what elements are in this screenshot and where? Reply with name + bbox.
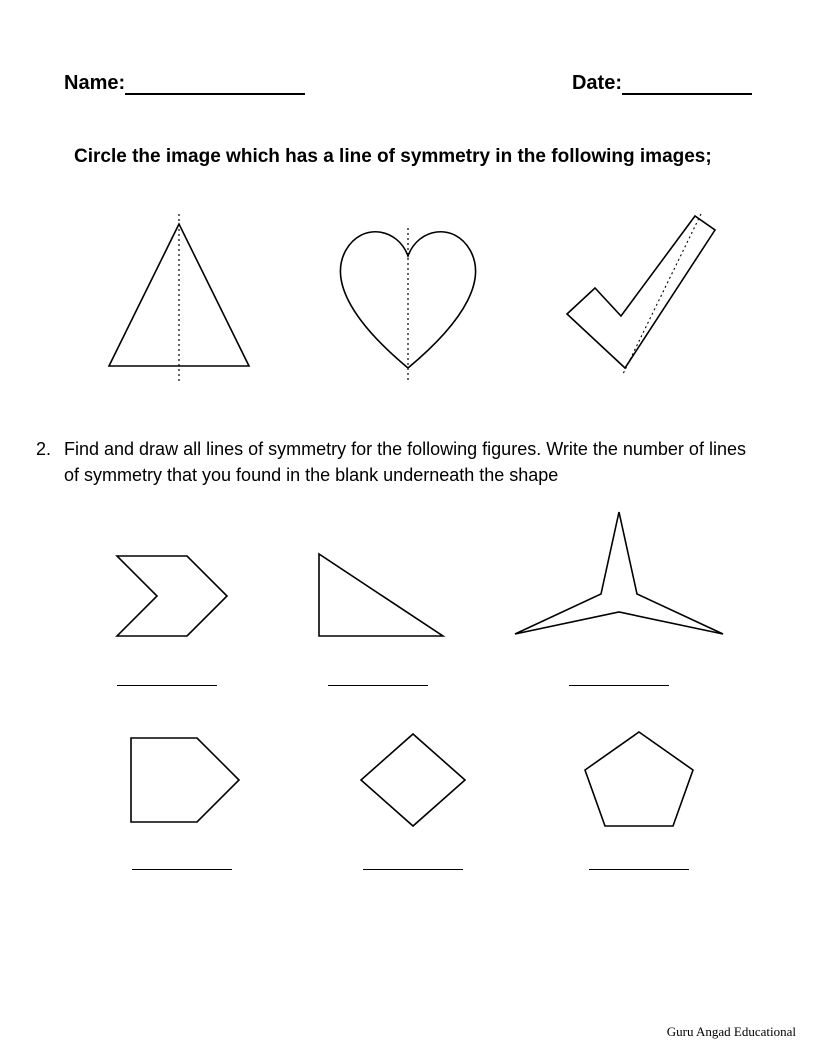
answer-blank[interactable] xyxy=(569,684,669,686)
cell-pentagon xyxy=(569,720,709,870)
triangle-shape xyxy=(89,208,269,388)
name-field[interactable]: Name: xyxy=(64,72,305,95)
q2-row-1 xyxy=(64,506,752,686)
name-blank[interactable] xyxy=(125,73,305,95)
footer-attribution: Guru Angad Educational xyxy=(667,1024,796,1040)
right-triangle-shape xyxy=(293,536,463,656)
answer-blank[interactable] xyxy=(132,868,232,870)
answer-blank[interactable] xyxy=(589,868,689,870)
cell-diamond xyxy=(343,720,483,870)
diamond-shape xyxy=(343,720,483,840)
q2-row-2 xyxy=(64,720,752,870)
question-1-text: Circle the image which has a line of sym… xyxy=(64,143,752,172)
q1-shapes-row xyxy=(64,208,752,388)
cell-right-triangle xyxy=(293,536,463,686)
pentagon-shape xyxy=(569,720,709,840)
three-point-star-shape xyxy=(509,506,729,656)
question-2-number: 2. xyxy=(36,436,51,462)
home-plate-shape xyxy=(107,720,257,840)
cell-three-point-star xyxy=(509,506,729,686)
header-row: Name: Date: xyxy=(64,72,752,95)
cell-arrow xyxy=(87,536,247,686)
question-2-body: Find and draw all lines of symmetry for … xyxy=(64,439,746,485)
name-label: Name: xyxy=(64,72,125,94)
answer-blank[interactable] xyxy=(328,684,428,686)
cell-home-plate xyxy=(107,720,257,870)
arrow-shape xyxy=(87,536,247,656)
question-2-text: 2. Find and draw all lines of symmetry f… xyxy=(64,436,752,488)
answer-blank[interactable] xyxy=(117,684,217,686)
heart-shape xyxy=(318,208,498,388)
date-field[interactable]: Date: xyxy=(572,72,752,95)
date-blank[interactable] xyxy=(622,73,752,95)
checkmark-shape xyxy=(547,208,727,388)
answer-blank[interactable] xyxy=(363,868,463,870)
date-label: Date: xyxy=(572,72,622,94)
